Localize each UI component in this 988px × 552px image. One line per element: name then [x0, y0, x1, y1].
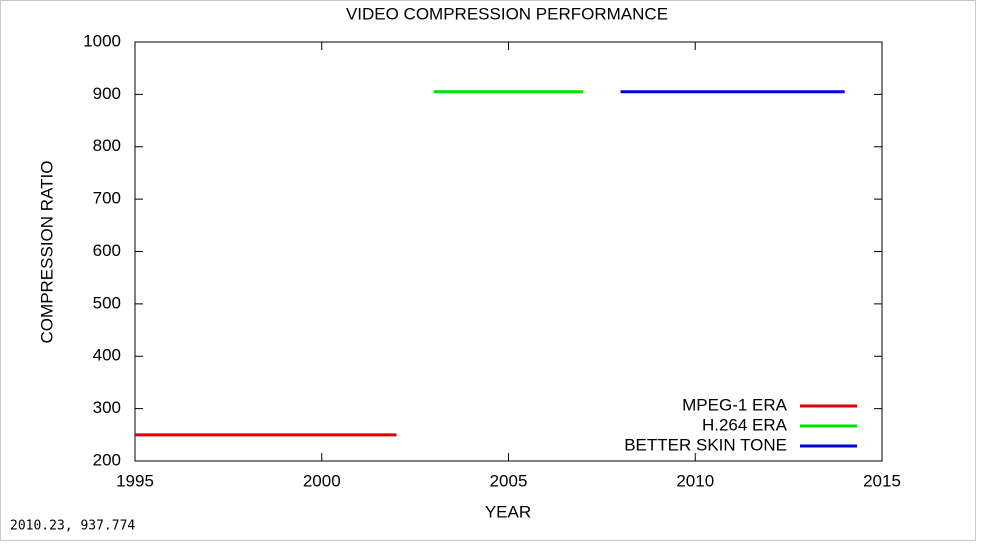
x-axis-label: YEAR	[485, 502, 531, 521]
y-axis-label: COMPRESSION RATIO	[37, 161, 56, 344]
y-tick-label: 1000	[83, 31, 121, 50]
window-frame	[0, 0, 976, 541]
x-tick-label: 2005	[490, 471, 528, 490]
status-text: 2010.23, 937.774	[10, 519, 135, 534]
x-tick-label: 2000	[303, 471, 341, 490]
y-tick-label: 400	[93, 346, 121, 365]
legend-label: H.264 ERA	[702, 415, 788, 434]
y-tick-label: 700	[93, 189, 121, 208]
y-tick-label: 500	[93, 293, 121, 312]
x-tick-label: 2015	[863, 471, 901, 490]
y-tick-label: 600	[93, 241, 121, 260]
y-tick-label: 200	[93, 450, 121, 469]
x-tick-label: 1995	[116, 471, 154, 490]
y-tick-label: 900	[93, 84, 121, 103]
chart-title: VIDEO COMPRESSION PERFORMANCE	[346, 4, 668, 23]
y-tick-label: 800	[93, 136, 121, 155]
y-tick-label: 300	[93, 398, 121, 417]
legend-label: BETTER SKIN TONE	[624, 435, 787, 454]
x-tick-label: 2010	[676, 471, 714, 490]
legend-label: MPEG-1 ERA	[682, 395, 788, 414]
